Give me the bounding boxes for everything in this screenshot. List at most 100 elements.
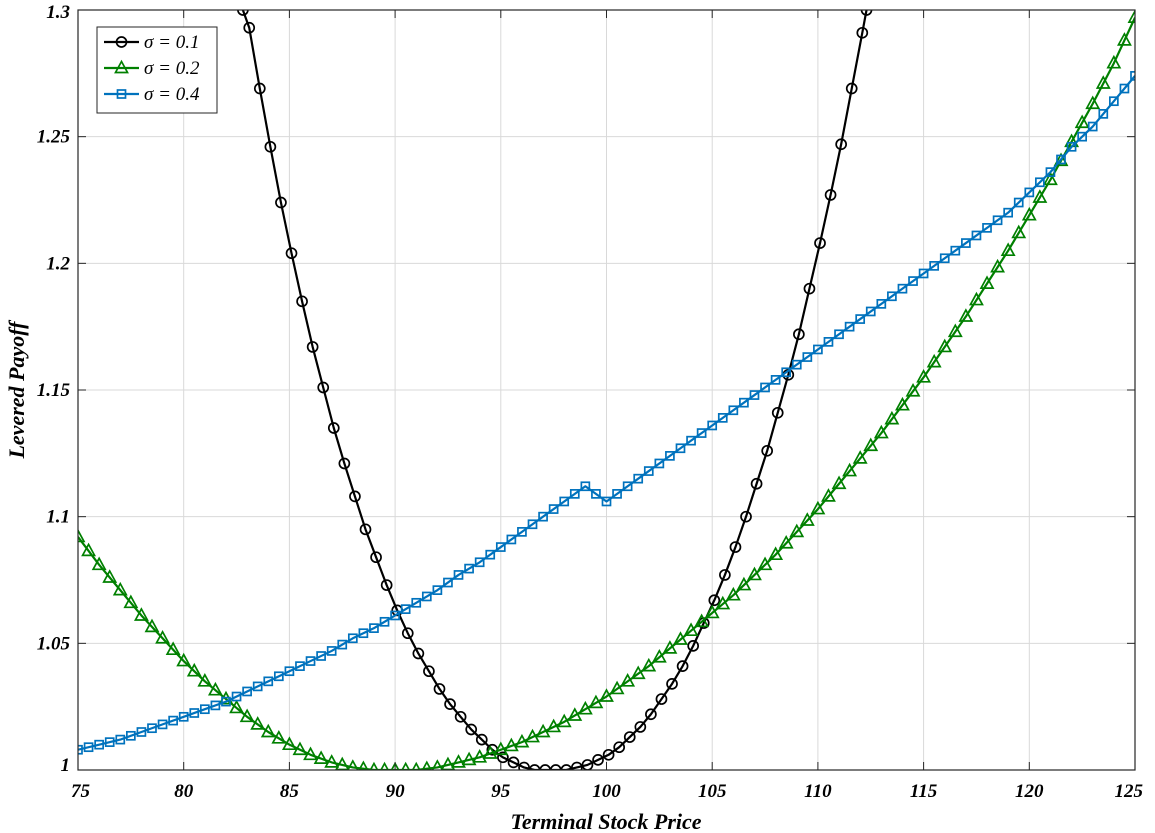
data-point-marker [157,719,168,730]
data-point-marker [243,21,256,34]
data-point-marker [1095,75,1111,89]
legend-marker [114,59,129,74]
data-point-marker [655,693,668,705]
series-3 [78,71,1135,755]
data-point-marker [860,10,873,16]
data-point-marker [305,656,316,666]
data-point-marker [379,616,390,627]
data-point-marker [559,496,570,507]
data-point-marker [1043,171,1058,186]
data-point-marker [1109,96,1119,107]
data-point-marker [165,641,181,656]
data-point-marker [643,466,654,476]
data-point-marker [725,586,741,601]
data-point-marker [863,437,879,452]
data-point-marker [474,557,485,568]
data-point-marker [1130,71,1135,81]
data-point-marker [1021,206,1037,221]
data-point-marker [897,283,908,294]
data-point-marker [873,424,889,439]
data-point-marker [104,737,115,747]
data-point-marker [823,337,834,347]
data-point-marker [613,741,626,754]
data-point-marker [750,477,763,490]
data-point-marker [1074,114,1090,129]
data-point-marker [1032,189,1048,203]
data-point-marker [641,657,657,672]
data-point-marker [506,534,517,545]
data-point-marker [739,397,749,408]
data-point-marker [464,563,474,574]
y-tick-label: 1.25 [37,127,71,148]
data-point-marker [186,662,202,677]
data-point-marker [284,666,295,677]
data-point-marker [317,381,330,394]
data-point-marker [835,138,848,151]
data-point-marker [253,82,266,95]
data-point-marker [1000,242,1016,257]
data-point-marker [810,500,826,515]
data-point-marker [760,382,770,393]
data-point-marker [273,671,284,682]
data-point-marker [421,591,432,602]
data-point-marker [609,680,625,695]
data-point-marker [444,698,456,710]
data-point-marker [380,761,390,770]
data-point-marker [556,713,572,728]
y-tick-label: 1 [61,755,71,776]
data-point-marker [865,306,876,317]
data-point-marker [844,321,855,332]
data-point-marker [518,761,530,770]
data-point-marker [324,754,340,768]
data-point-marker [645,708,657,721]
x-tick-label: 100 [592,781,621,802]
legend-label: σ = 0.2 [144,58,200,79]
data-point-marker [237,10,249,16]
x-tick-label: 95 [491,781,511,802]
tick-labels: 75 80 85 90 95 100 105 110 115 120 125 1 1.05 1.1 1.15… [37,2,1144,802]
data-point-marker [569,489,580,499]
data-point-marker [465,723,478,736]
data-point-marker [199,704,210,715]
data-point-marker [905,382,921,397]
data-point-marker [1035,177,1045,188]
data-point-marker [778,534,794,549]
data-point-marker [250,716,266,730]
data-point-marker [729,541,742,553]
data-point-marker [761,444,774,457]
data-point-marker [577,700,593,715]
data-point-marker [958,308,974,322]
data-point-marker [622,481,633,492]
data-point-marker [696,428,707,438]
data-point-marker [708,594,721,607]
data-point-marker [918,268,929,279]
data-point-marker [719,569,731,581]
data-point-marker [768,546,784,561]
data-point-marker [824,189,837,201]
series-1 [237,10,873,770]
data-point-marker [908,276,918,286]
data-point-marker [102,569,118,583]
data-point-marker [992,215,1003,226]
data-point-marker [81,542,97,557]
data-point-marker [623,731,636,743]
data-point-marker [303,746,318,761]
data-point-marker [634,721,647,733]
data-point-marker [210,700,221,711]
data-point-marker [454,710,467,723]
data-point-marker [400,604,411,614]
data-point-marker [306,341,319,353]
y-axis-label: Levered Payoff [4,319,29,460]
data-point-marker [123,594,139,609]
data-point-marker [612,489,622,499]
data-point-marker [821,488,836,502]
data-point-marker [451,754,466,768]
y-tick-label: 1.1 [46,507,70,528]
data-point-marker [144,618,160,633]
data-point-marker [421,760,433,770]
data-point-marker [112,581,128,596]
data-point-marker [567,707,583,721]
data-point-marker [295,661,305,671]
data-point-marker [316,651,326,661]
x-tick-label: 120 [1015,781,1044,802]
